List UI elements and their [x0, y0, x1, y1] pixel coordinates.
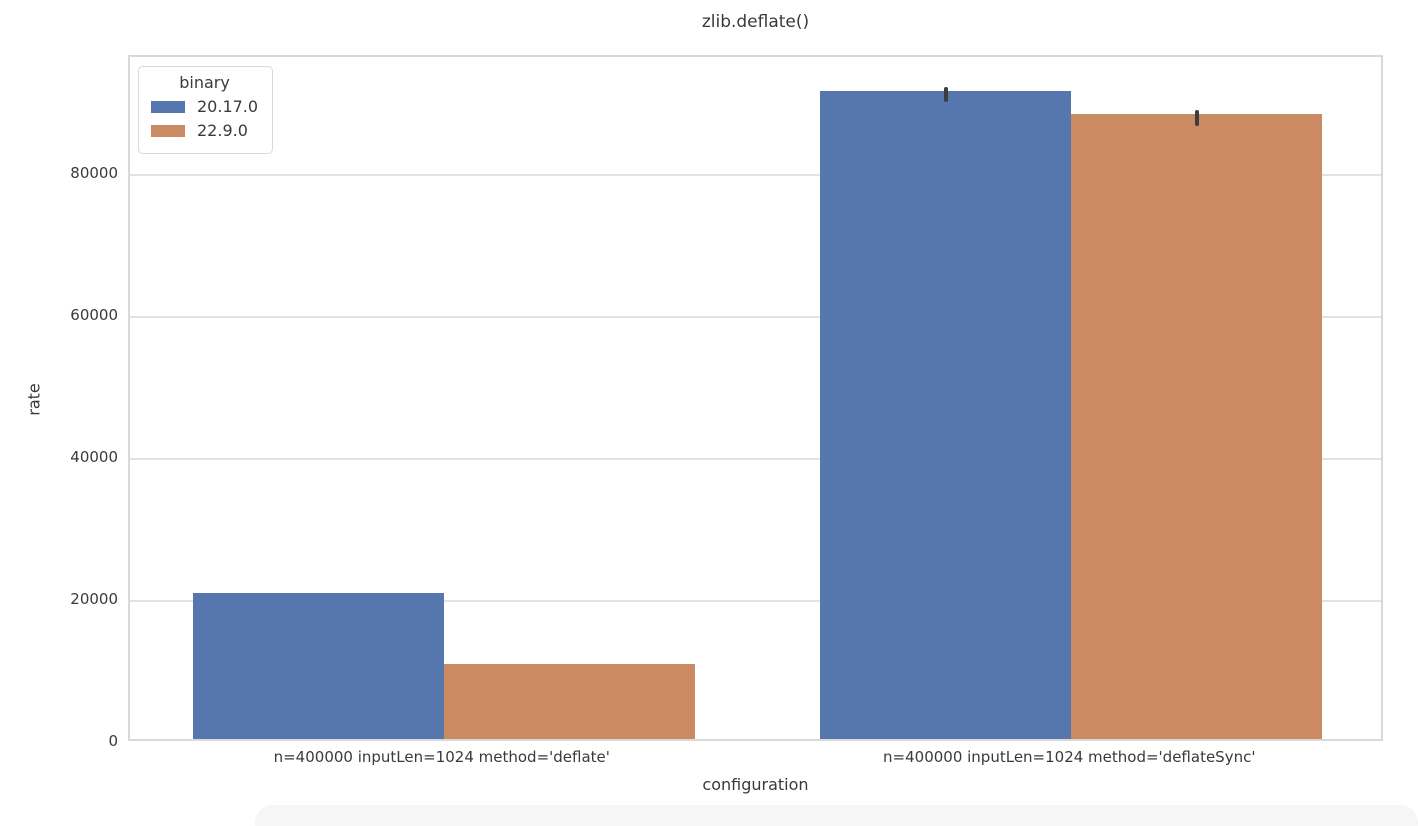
- legend: binary 20.17.0 22.9.0: [138, 66, 274, 154]
- bar: [192, 593, 444, 739]
- y-tick-label: 80000: [70, 163, 118, 182]
- error-bar: [943, 86, 948, 103]
- gridline: [130, 173, 1381, 176]
- plot-area: [128, 55, 1383, 741]
- legend-entry: 20.17.0: [151, 97, 258, 116]
- bottom-panel-edge: [255, 805, 1418, 826]
- gridline: [130, 599, 1381, 602]
- legend-entry-label: 22.9.0: [197, 121, 248, 140]
- error-bar: [1194, 110, 1199, 126]
- bar: [820, 90, 1072, 739]
- legend-entries: 20.17.0 22.9.0: [151, 97, 258, 140]
- y-tick-label: 60000: [70, 305, 118, 324]
- bar: [1071, 114, 1323, 739]
- gridline: [130, 457, 1381, 460]
- legend-entry-label: 20.17.0: [197, 97, 259, 116]
- legend-entry: 22.9.0: [151, 121, 258, 140]
- gridline: [130, 315, 1381, 318]
- legend-title: binary: [179, 73, 230, 92]
- y-tick-label: 0: [108, 732, 118, 750]
- y-tick-label: 20000: [70, 589, 118, 608]
- y-tick-label: 40000: [70, 447, 118, 466]
- y-axis-label: rate: [24, 383, 44, 416]
- x-tick-label: n=400000 inputLen=1024 method='deflateSy…: [883, 748, 1256, 766]
- legend-swatch: [151, 124, 185, 137]
- legend-swatch: [151, 100, 185, 113]
- x-tick-label: n=400000 inputLen=1024 method='deflate': [273, 748, 610, 766]
- bar: [443, 663, 695, 739]
- x-axis-label: configuration: [702, 775, 809, 794]
- chart-title: zlib.deflate(): [701, 12, 810, 32]
